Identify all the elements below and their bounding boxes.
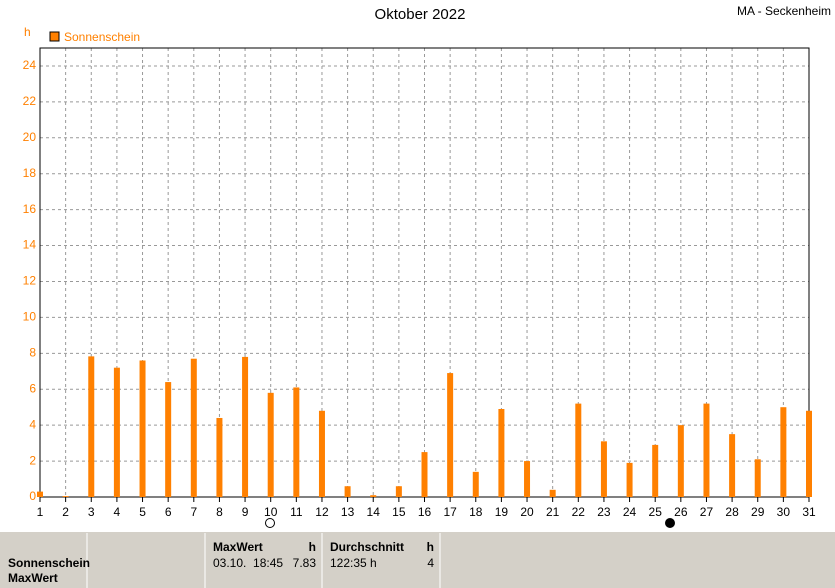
bar <box>88 356 95 497</box>
x-tick-label: 12 <box>315 505 329 519</box>
y-axis-label: h <box>24 25 31 39</box>
x-tick-label: 16 <box>418 505 432 519</box>
bar <box>472 471 479 497</box>
chart-title: Oktober 2022 <box>375 6 466 23</box>
x-tick-label: 25 <box>649 505 663 519</box>
x-tick-label: 6 <box>165 505 172 519</box>
bar <box>318 410 325 497</box>
bar <box>780 407 787 497</box>
y-tick-label: 12 <box>23 274 37 288</box>
x-tick-label: 29 <box>751 505 765 519</box>
x-tick-label: 26 <box>674 505 688 519</box>
bar <box>575 403 582 497</box>
bar <box>344 486 351 497</box>
bar <box>37 491 43 497</box>
x-tick-label: 21 <box>546 505 560 519</box>
bar <box>806 410 812 497</box>
x-tick-label: 10 <box>264 505 278 519</box>
footer-unit: h <box>427 540 434 554</box>
bar <box>677 425 684 497</box>
x-tick-label: 4 <box>114 505 121 519</box>
y-tick-label: 0 <box>29 489 36 503</box>
bar <box>652 444 659 497</box>
x-tick-label: 3 <box>88 505 95 519</box>
legend-swatch <box>49 31 60 42</box>
x-tick-label: 20 <box>520 505 534 519</box>
x-tick-label: 8 <box>216 505 223 519</box>
bar <box>754 459 761 497</box>
x-tick-label: 23 <box>597 505 611 519</box>
bar <box>729 434 736 497</box>
x-tick-label: 11 <box>290 505 303 519</box>
footer-header: Durchschnitt <box>330 540 404 554</box>
x-tick-label: 1 <box>37 505 44 519</box>
bar <box>447 373 454 497</box>
bar <box>421 452 428 497</box>
footer-cell: 03.10. 18:45 <box>213 556 283 570</box>
footer-background <box>0 532 835 588</box>
x-tick-label: 5 <box>139 505 146 519</box>
bar <box>549 489 556 497</box>
x-tick-label: 18 <box>469 505 483 519</box>
bar <box>113 367 120 497</box>
footer-unit: h <box>309 540 316 554</box>
bar <box>524 461 531 497</box>
x-tick-label: 27 <box>700 505 714 519</box>
y-tick-label: 10 <box>23 310 37 324</box>
bar <box>165 382 172 497</box>
bar <box>139 360 146 497</box>
new-moon-icon <box>665 518 675 528</box>
x-tick-label: 31 <box>802 505 816 519</box>
y-tick-label: 6 <box>29 381 36 395</box>
bar <box>190 358 197 497</box>
bar <box>498 408 505 497</box>
full-moon-icon <box>265 518 275 528</box>
x-tick-label: 9 <box>242 505 249 519</box>
bar <box>395 486 402 497</box>
y-tick-label: 14 <box>23 238 37 252</box>
x-tick-label: 15 <box>392 505 406 519</box>
bar <box>62 496 69 497</box>
station-label: MA - Seckenheim <box>737 4 831 18</box>
x-tick-label: 7 <box>190 505 197 519</box>
legend-label: Sonnenschein <box>64 30 140 44</box>
x-tick-label: 19 <box>495 505 509 519</box>
bar <box>267 392 274 497</box>
bar <box>216 417 223 497</box>
bar <box>600 441 607 497</box>
y-tick-label: 8 <box>29 345 36 359</box>
x-tick-label: 30 <box>777 505 791 519</box>
y-tick-label: 18 <box>23 166 37 180</box>
x-tick-label: 24 <box>623 505 637 519</box>
x-tick-label: 2 <box>62 505 69 519</box>
y-tick-label: 16 <box>23 202 37 216</box>
footer-cell: 4 <box>427 556 434 570</box>
bar <box>293 387 300 497</box>
y-tick-label: 2 <box>29 453 36 467</box>
bar <box>703 403 710 497</box>
bar <box>242 356 249 497</box>
y-tick-label: 4 <box>29 417 36 431</box>
y-tick-label: 22 <box>23 94 37 108</box>
x-tick-label: 13 <box>341 505 355 519</box>
bar <box>626 462 633 497</box>
x-tick-label: 17 <box>443 505 457 519</box>
footer-row-label: Sonnenschein <box>8 556 90 570</box>
y-tick-label: 24 <box>23 58 37 72</box>
x-tick-label: 14 <box>367 505 381 519</box>
x-tick-label: 22 <box>572 505 586 519</box>
x-tick-label: 28 <box>725 505 739 519</box>
footer-row-label: MaxWert <box>8 571 58 585</box>
bar <box>370 495 377 497</box>
footer-cell: 7.83 <box>293 556 317 570</box>
footer-header: MaxWert <box>213 540 263 554</box>
y-tick-label: 20 <box>23 130 37 144</box>
footer-cell: 122:35 h <box>330 556 377 570</box>
